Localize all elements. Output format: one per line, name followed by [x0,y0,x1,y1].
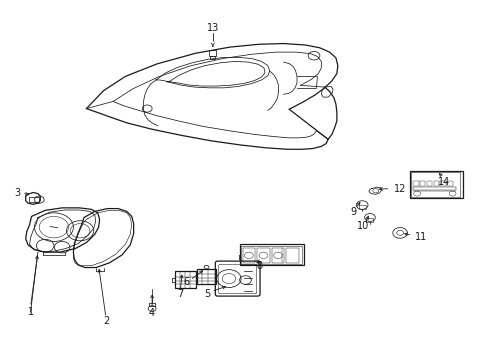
Bar [440,181,445,186]
Bar [366,218,372,222]
Text: 12: 12 [393,184,406,194]
Text: 1: 1 [27,307,34,317]
Text: 10: 10 [356,221,368,231]
Bar [209,50,216,56]
Bar [286,248,298,263]
Text: 13: 13 [206,23,219,33]
Text: 8: 8 [256,261,262,271]
Bar [358,205,365,209]
Bar [257,248,269,263]
Bar [426,181,431,186]
Bar [412,187,455,190]
Bar [412,181,418,186]
Text: 11: 11 [414,232,426,242]
Bar [241,246,302,264]
Bar [271,248,284,263]
Bar [242,248,255,263]
Bar [447,181,452,186]
Text: 5: 5 [204,289,210,298]
Bar [239,244,303,265]
Text: 9: 9 [349,207,356,217]
Bar [410,172,459,197]
Text: 6: 6 [183,277,189,287]
Bar [175,271,196,288]
Text: 2: 2 [102,316,109,326]
Text: 14: 14 [437,177,449,187]
Text: 3: 3 [14,188,20,198]
Text: 4: 4 [149,308,155,318]
Bar [409,171,462,198]
Bar [210,56,215,59]
Bar [29,197,39,202]
Bar [433,181,438,186]
Text: 7: 7 [177,289,183,298]
Bar [197,269,216,284]
Bar [419,181,425,186]
